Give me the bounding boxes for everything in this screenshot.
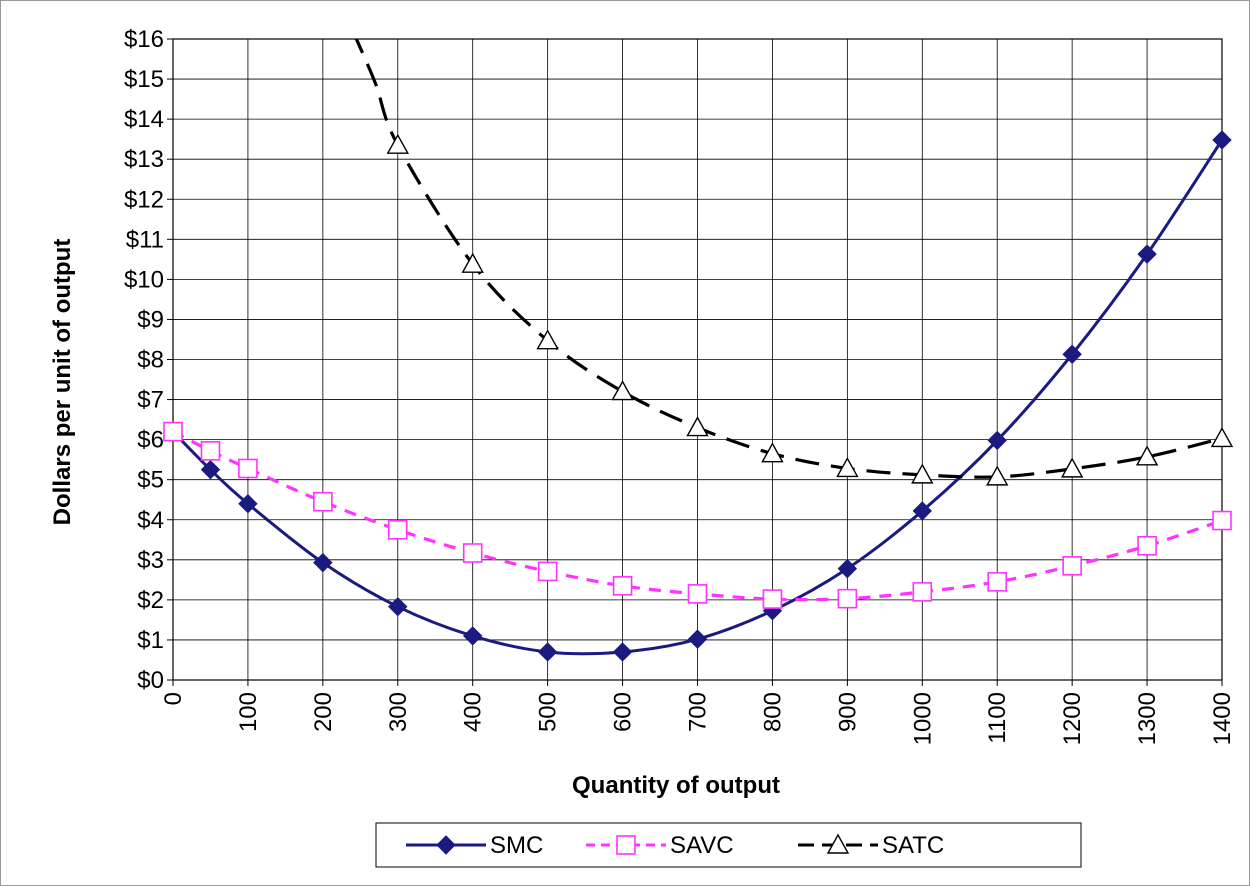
data-point-satc	[761, 442, 784, 463]
data-point-savc	[612, 576, 633, 596]
legend-marker-smc	[436, 835, 456, 855]
y-tick-label: $1	[137, 627, 164, 654]
x-tick-label: 800	[759, 692, 786, 732]
data-point-smc	[537, 642, 558, 662]
legend-marker-savc	[616, 835, 636, 855]
legend-marker-satc	[826, 833, 850, 854]
data-point-satc	[536, 329, 559, 350]
x-tick-label: 700	[685, 692, 712, 732]
x-tick-label: 1300	[1134, 692, 1161, 745]
data-point-savc	[687, 584, 708, 604]
gridlines	[173, 39, 1222, 680]
y-tick-label: $0	[137, 667, 164, 694]
x-tick-label: 400	[460, 692, 487, 732]
y-axis-title: Dollars per unit of output	[49, 239, 76, 526]
y-tick-label: $5	[137, 467, 164, 494]
data-point-satc	[386, 133, 409, 154]
y-tick-label: $15	[124, 66, 164, 93]
data-point-smc	[1137, 244, 1157, 264]
y-tick-label: $2	[137, 587, 164, 614]
data-point-savc	[462, 543, 483, 563]
y-tick-label: $14	[124, 106, 164, 133]
series-line-savc	[173, 430, 1222, 602]
legend-box	[375, 822, 1082, 868]
data-point-savc	[537, 561, 558, 582]
data-point-satc	[836, 457, 859, 478]
x-tick-label: 1000	[909, 692, 936, 745]
series-savc	[163, 421, 1232, 609]
legend-label-savc: SAVC	[670, 832, 734, 859]
y-tick-label: $9	[137, 306, 164, 333]
x-axis-title: Quantity of output	[572, 772, 780, 799]
data-point-smc	[388, 596, 408, 617]
series-satc	[354, 39, 1234, 486]
data-point-satc	[911, 463, 934, 484]
legend: SMC SAVC SATC	[375, 822, 1082, 868]
data-point-smc	[837, 558, 858, 579]
x-tick-label: 0	[160, 692, 187, 705]
y-tick-label: $12	[124, 186, 164, 213]
data-point-savc	[987, 572, 1008, 592]
data-point-smc	[463, 626, 483, 646]
x-tick-label: 500	[535, 692, 562, 732]
legend-label-smc: SMC	[490, 832, 543, 859]
y-tick-label: $4	[137, 507, 164, 534]
y-axis-ticks: $0 $1 $2 $3 $4 $5 $6 $7 $8 $9 $10 $11 $12 $13 $14 $15 $1…	[124, 26, 173, 694]
x-tick-label: 900	[834, 692, 861, 732]
data-point-savc	[1212, 510, 1232, 531]
data-point-smc	[612, 642, 633, 662]
series-line-satc	[354, 39, 1222, 479]
data-point-savc	[1062, 556, 1082, 576]
data-point-satc	[611, 380, 634, 401]
x-tick-label: 600	[610, 692, 637, 732]
data-point-satc	[986, 465, 1009, 486]
data-point-savc	[163, 421, 183, 442]
x-axis-ticks: 0 100 200 300 400 500 600 700 800 900 1000 1100 1200…	[160, 680, 1236, 745]
data-point-savc	[238, 458, 258, 479]
data-point-smc	[912, 501, 932, 521]
data-point-savc	[1137, 535, 1157, 556]
data-point-savc	[912, 582, 933, 602]
data-point-smc	[987, 430, 1007, 451]
y-tick-label: $13	[124, 146, 164, 173]
x-tick-label: 300	[385, 692, 412, 732]
data-point-smc	[313, 552, 333, 573]
legend-label-satc: SATC	[882, 832, 944, 859]
x-tick-label: 1200	[1059, 692, 1086, 745]
data-point-satc	[686, 416, 709, 437]
data-point-satc	[1210, 426, 1234, 448]
y-tick-label: $16	[124, 26, 164, 53]
data-point-satc	[461, 252, 484, 273]
data-point-smc	[687, 629, 708, 649]
data-point-savc	[387, 519, 408, 540]
y-tick-label: $3	[137, 547, 164, 574]
y-tick-label: $11	[126, 226, 164, 253]
x-tick-label: 1100	[984, 692, 1011, 744]
data-point-savc	[762, 589, 783, 609]
data-point-savc	[200, 441, 221, 461]
x-tick-label: 1400	[1209, 692, 1236, 745]
data-point-smc	[238, 494, 258, 514]
data-point-smc	[200, 459, 221, 480]
y-tick-label: $10	[124, 266, 164, 293]
data-point-smc	[1062, 344, 1082, 364]
data-point-savc	[837, 588, 858, 609]
data-point-satc	[1060, 457, 1084, 478]
y-tick-label: $6	[137, 427, 164, 454]
series-smc	[163, 130, 1232, 662]
x-tick-label: 200	[310, 692, 337, 732]
y-tick-label: $8	[137, 347, 164, 374]
series-layer	[163, 39, 1234, 662]
x-tick-label: 100	[235, 692, 262, 732]
y-tick-label: $7	[137, 387, 164, 414]
data-point-smc	[1212, 130, 1232, 150]
data-point-satc	[1135, 445, 1159, 466]
data-point-savc	[313, 491, 333, 512]
